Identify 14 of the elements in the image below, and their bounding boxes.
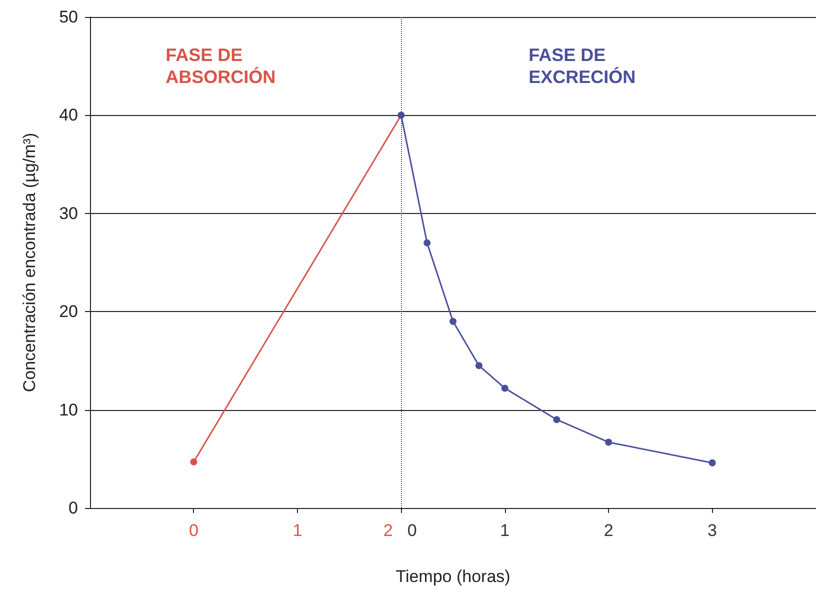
annotation: FASE DE EXCRECIÓN [528, 45, 636, 87]
y-axis-title: Concentración encontrada (µg/m³) [20, 132, 39, 392]
annotation: FASE DE ABSORCIÓN [166, 45, 276, 87]
y-tick-label: 20 [59, 302, 78, 322]
x-tick-label: 2 [383, 521, 393, 540]
y-tick-label: 40 [59, 106, 78, 125]
y-tick-label: 50 [59, 8, 78, 26]
y-tick-label: 10 [59, 400, 78, 420]
x-axis-title: Tiempo (horas) [396, 567, 510, 586]
y-tick-label: 30 [59, 204, 78, 223]
x2-tick-label: 3 [708, 521, 718, 540]
y-tick-label: 0 [68, 498, 78, 518]
x-tick-label: 1 [292, 521, 302, 540]
x-tick-label: 0 [188, 521, 198, 540]
